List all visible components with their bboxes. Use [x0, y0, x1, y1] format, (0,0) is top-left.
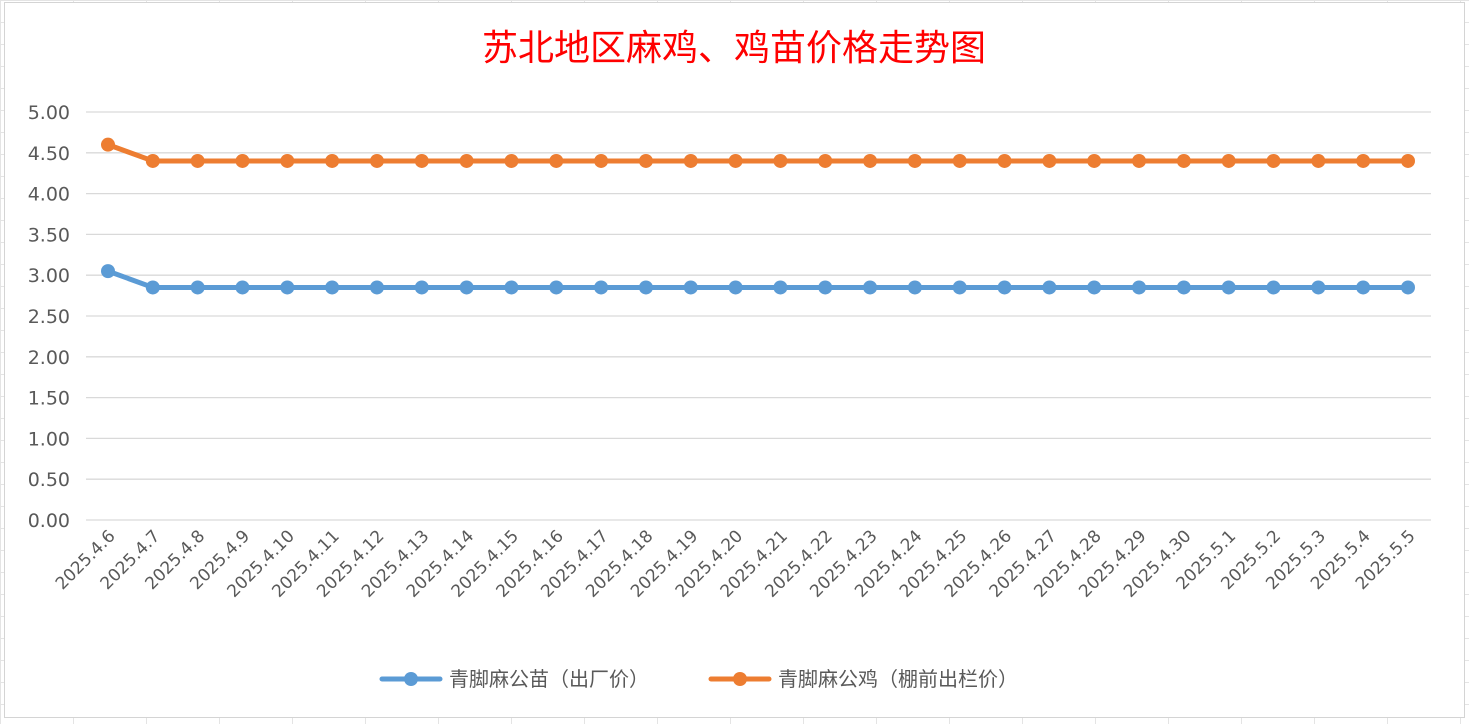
data-point — [549, 280, 564, 295]
data-point — [773, 280, 788, 295]
data-point — [1176, 280, 1191, 295]
data-point — [1132, 280, 1147, 295]
data-point — [190, 280, 205, 295]
data-point — [1042, 153, 1057, 168]
data-point — [1266, 153, 1281, 168]
data-point — [638, 153, 653, 168]
y-tick-label: 0.50 — [28, 469, 70, 491]
data-point — [145, 280, 160, 295]
chart-title: 苏北地区麻鸡、鸡苗价格走势图 — [482, 28, 986, 69]
data-point — [594, 153, 609, 168]
y-tick-label: 5.00 — [28, 102, 70, 124]
data-point — [101, 264, 115, 279]
data-point — [1221, 280, 1236, 295]
data-point — [190, 153, 205, 168]
data-point — [1176, 153, 1191, 168]
y-tick-label: 2.00 — [28, 347, 70, 369]
data-point — [459, 153, 474, 168]
data-point — [549, 153, 564, 168]
data-point — [369, 153, 384, 168]
legend-swatch-marker — [733, 672, 747, 686]
y-tick-label: 2.50 — [28, 306, 70, 328]
data-point — [459, 280, 474, 295]
data-point — [594, 280, 609, 295]
data-point — [638, 280, 653, 295]
y-tick-label: 3.50 — [28, 224, 70, 246]
legend-swatch-marker — [404, 672, 418, 686]
data-point — [235, 153, 250, 168]
legend-item-1: 青脚麻公苗（出厂价） — [379, 667, 649, 691]
data-point — [907, 280, 922, 295]
data-point — [145, 153, 160, 168]
data-point — [728, 280, 743, 295]
data-point — [818, 153, 833, 168]
data-point — [907, 153, 922, 168]
series-2 — [101, 137, 1415, 168]
data-point — [818, 280, 833, 295]
data-point — [1311, 280, 1326, 295]
y-tick-label: 4.00 — [28, 184, 70, 206]
data-point — [952, 153, 967, 168]
data-point — [1221, 153, 1236, 168]
y-tick-label: 3.00 — [28, 265, 70, 287]
series-line — [105, 268, 1411, 290]
data-point — [1356, 153, 1371, 168]
x-axis: 2025.4.62025.4.72025.4.82025.4.92025.4.1… — [52, 526, 1420, 601]
data-point — [325, 153, 340, 168]
data-point — [773, 153, 788, 168]
data-point — [280, 280, 295, 295]
y-axis: 0.00 0.50 1.00 1.50 2.00 2.50 3.00 3.50 4.00 4.50… — [28, 102, 70, 532]
data-point — [683, 280, 698, 295]
series-1 — [101, 264, 1415, 295]
data-point — [369, 280, 384, 295]
data-point — [1132, 153, 1147, 168]
data-point — [235, 280, 250, 295]
legend-label: 青脚麻公苗（出厂价） — [449, 667, 649, 691]
data-point — [414, 153, 429, 168]
data-point — [280, 153, 295, 168]
data-point — [683, 153, 698, 168]
legend: 青脚麻公苗（出厂价） 青脚麻公鸡（棚前出栏价） — [379, 667, 1018, 691]
data-point — [504, 153, 519, 168]
y-tick-label: 4.50 — [28, 143, 70, 165]
y-tick-label: 1.50 — [28, 388, 70, 410]
data-point — [728, 153, 743, 168]
gridlines — [86, 111, 1431, 521]
legend-label: 青脚麻公鸡（棚前出栏价） — [778, 667, 1018, 691]
y-tick-label: 1.00 — [28, 428, 70, 450]
data-point — [863, 280, 878, 295]
data-point — [504, 280, 519, 295]
legend-item-2: 青脚麻公鸡（棚前出栏价） — [708, 667, 1018, 691]
data-point — [1401, 153, 1415, 168]
data-point — [1042, 280, 1057, 295]
data-point — [952, 280, 967, 295]
data-point — [1356, 280, 1371, 295]
data-point — [325, 280, 340, 295]
series-line — [105, 142, 1411, 164]
data-point — [997, 280, 1012, 295]
data-point — [101, 137, 115, 152]
data-point — [1266, 280, 1281, 295]
data-point — [863, 153, 878, 168]
chart-area[interactable] — [4, 2, 1465, 718]
data-point — [1401, 280, 1415, 295]
data-point — [1087, 280, 1102, 295]
data-point — [414, 280, 429, 295]
data-point — [1311, 153, 1326, 168]
data-point — [997, 153, 1012, 168]
series-group — [101, 137, 1415, 295]
data-point — [1087, 153, 1102, 168]
y-tick-label: 0.00 — [28, 510, 70, 532]
